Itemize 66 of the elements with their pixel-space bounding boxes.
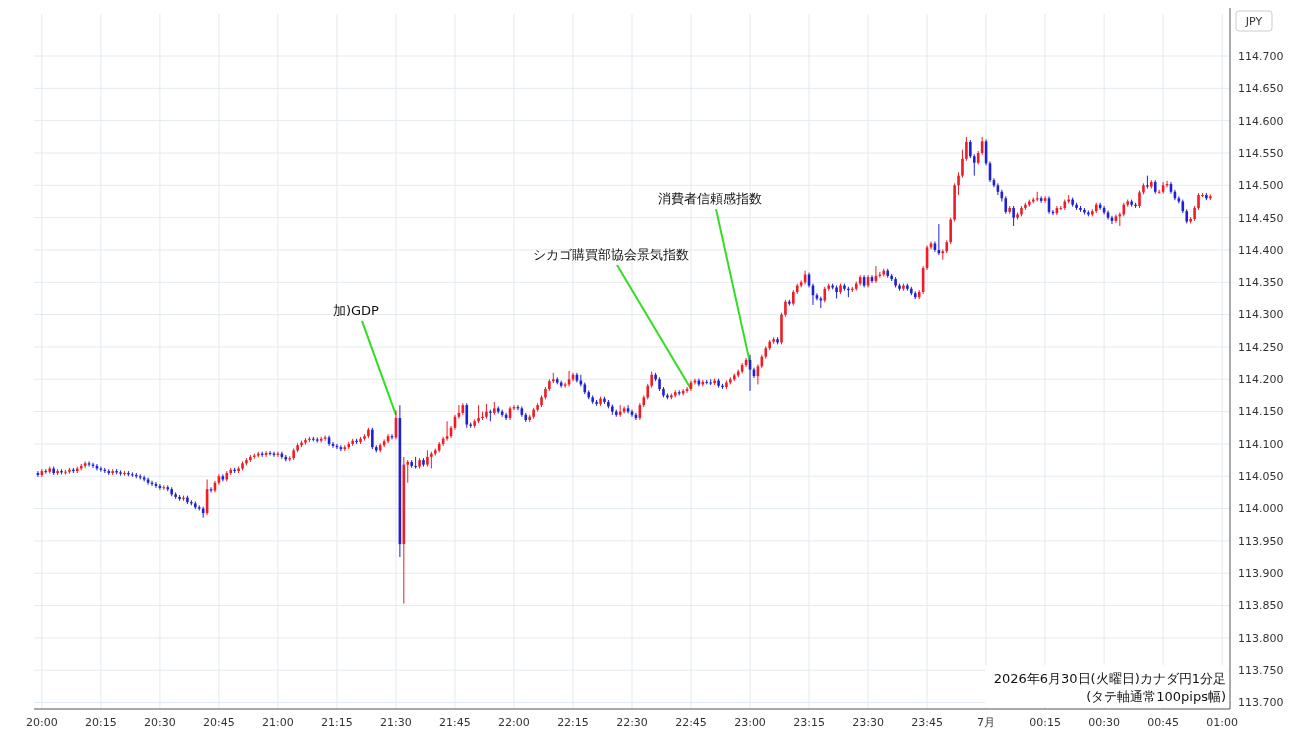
candlestick <box>626 404 630 415</box>
candlestick <box>477 404 480 424</box>
candlestick <box>847 286 850 298</box>
x-tick-label: 23:15 <box>793 716 825 729</box>
candlestick <box>969 139 972 159</box>
y-tick-label: 114.100 <box>1238 437 1284 451</box>
x-tick-label: 20:30 <box>144 716 176 729</box>
y-tick-label: 114.300 <box>1238 308 1284 322</box>
annotation: (タテ軸通常100pips幅) <box>1086 689 1226 704</box>
y-tick-label: 113.850 <box>1238 599 1284 613</box>
candlestick <box>622 405 626 415</box>
x-tick-label: 7月 <box>977 716 996 729</box>
x-tick-label: 22:15 <box>557 716 589 729</box>
annotation: 2026年6月30日(火曜日)カナダ円1分足 <box>993 671 1226 686</box>
x-tick-label: 20:00 <box>26 716 58 729</box>
candlestick <box>965 136 968 162</box>
x-tick-label: 22:45 <box>675 716 707 729</box>
candlestick <box>323 435 327 442</box>
x-tick-label: 23:00 <box>734 716 766 729</box>
x-tick-label: 20:45 <box>203 716 235 729</box>
y-tick-label: 114.650 <box>1238 82 1284 96</box>
x-tick-label: 00:30 <box>1088 716 1120 729</box>
y-axis-title: JPY <box>1244 15 1263 28</box>
candlestick <box>972 153 976 177</box>
x-tick-label: 22:30 <box>616 716 648 729</box>
candlestick <box>465 402 469 429</box>
y-tick-label: 113.800 <box>1238 631 1284 645</box>
y-tick-label: 114.200 <box>1238 373 1284 387</box>
annotation: 加)GDP <box>332 302 380 318</box>
candlestick <box>99 466 103 473</box>
x-tick-label: 23:30 <box>852 716 884 729</box>
x-tick-label: 21:00 <box>262 716 294 729</box>
y-tick-label: 113.950 <box>1238 534 1284 548</box>
candlestick <box>957 171 960 196</box>
candlestick <box>949 217 952 245</box>
x-tick-label: 21:45 <box>439 716 471 729</box>
y-tick-label: 113.900 <box>1238 567 1284 581</box>
x-tick-label: 21:30 <box>380 716 412 729</box>
y-tick-label: 114.700 <box>1238 49 1284 63</box>
y-tick-label: 113.750 <box>1238 664 1284 678</box>
x-tick-label: 20:15 <box>85 716 117 729</box>
x-tick-label: 23:45 <box>911 716 943 729</box>
candlestick <box>371 427 374 450</box>
y-tick-label: 114.150 <box>1238 405 1284 419</box>
y-tick-label: 114.050 <box>1238 470 1284 484</box>
x-tick-label: 00:45 <box>1147 716 1179 729</box>
x-tick-label: 00:15 <box>1029 716 1061 729</box>
y-tick-label: 114.000 <box>1238 502 1284 516</box>
x-tick-label: 22:00 <box>498 716 530 729</box>
y-tick-label: 114.450 <box>1238 211 1284 225</box>
candlestick <box>406 459 410 484</box>
y-tick-label: 114.600 <box>1238 114 1284 128</box>
y-tick-label: 114.500 <box>1238 179 1284 193</box>
candlestick <box>961 149 964 179</box>
y-tick-label: 114.550 <box>1238 146 1284 160</box>
candlestick <box>563 382 567 389</box>
x-tick-label: 21:15 <box>321 716 353 729</box>
x-tick-label: 01:00 <box>1206 716 1238 729</box>
annotation: 消費者信頼感指数 <box>658 191 763 207</box>
y-tick-label: 114.250 <box>1238 340 1284 354</box>
candlestick <box>1012 205 1015 227</box>
y-tick-label: 114.350 <box>1238 276 1284 290</box>
y-tick-label: 114.400 <box>1238 243 1284 257</box>
annotation: シカゴ購買部協会景気指数 <box>533 246 690 262</box>
candlestick <box>87 460 91 468</box>
y-tick-label: 113.700 <box>1238 696 1284 710</box>
